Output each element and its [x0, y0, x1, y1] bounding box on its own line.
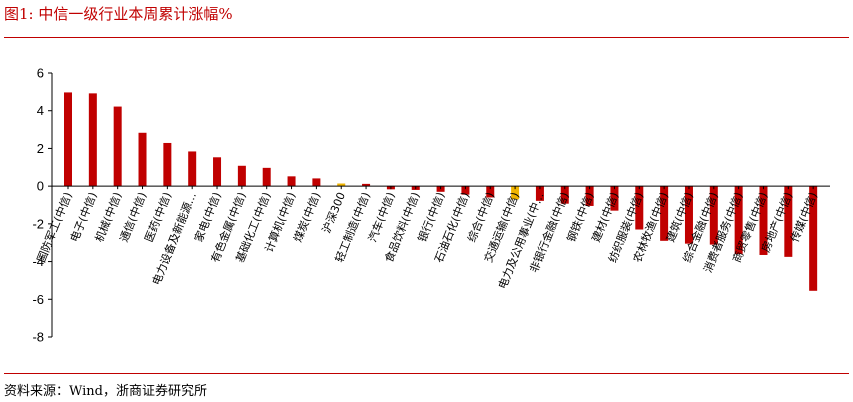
bar — [64, 92, 72, 187]
bar — [684, 186, 693, 244]
x-category-label: 沪深300 — [319, 190, 348, 235]
y-tick-label: 0 — [37, 179, 44, 194]
bar — [362, 183, 371, 187]
figure-title: 图1: 中信一级行业本周累计涨幅% — [4, 5, 233, 23]
bar — [660, 186, 669, 241]
bar — [213, 157, 222, 187]
bar — [759, 186, 768, 255]
bar — [163, 142, 172, 187]
bar — [635, 186, 644, 230]
bar — [585, 186, 594, 206]
bar — [188, 151, 197, 187]
bar — [709, 186, 718, 245]
bar — [312, 178, 321, 187]
bar — [511, 186, 520, 200]
y-tick-label: -4 — [32, 254, 44, 269]
bar — [262, 167, 271, 187]
title-rule — [4, 37, 849, 38]
y-tick-label: 4 — [37, 103, 44, 118]
y-tick-label: -6 — [32, 292, 44, 307]
bar — [88, 93, 97, 187]
bar — [237, 165, 246, 187]
y-tick-label: 2 — [37, 141, 44, 156]
bar — [784, 186, 793, 257]
y-tick-label: -8 — [32, 330, 44, 345]
bar — [610, 186, 619, 211]
bar — [535, 186, 544, 201]
bars-group — [64, 92, 818, 291]
y-tick-label: 6 — [37, 66, 44, 81]
bar — [138, 132, 147, 187]
bar — [809, 186, 818, 291]
bar — [113, 106, 122, 187]
y-axis: 6 4 2 0 -2 -4 -6 -8 — [32, 66, 53, 345]
bar — [560, 186, 569, 204]
bar — [461, 186, 470, 195]
bar — [486, 186, 495, 198]
source-note: 资料来源：Wind，浙商证券研究所 — [4, 384, 207, 399]
bar — [337, 183, 346, 187]
bar — [734, 186, 743, 255]
bar — [287, 176, 296, 187]
y-tick-label: -2 — [32, 216, 44, 231]
source-rule — [4, 373, 849, 374]
